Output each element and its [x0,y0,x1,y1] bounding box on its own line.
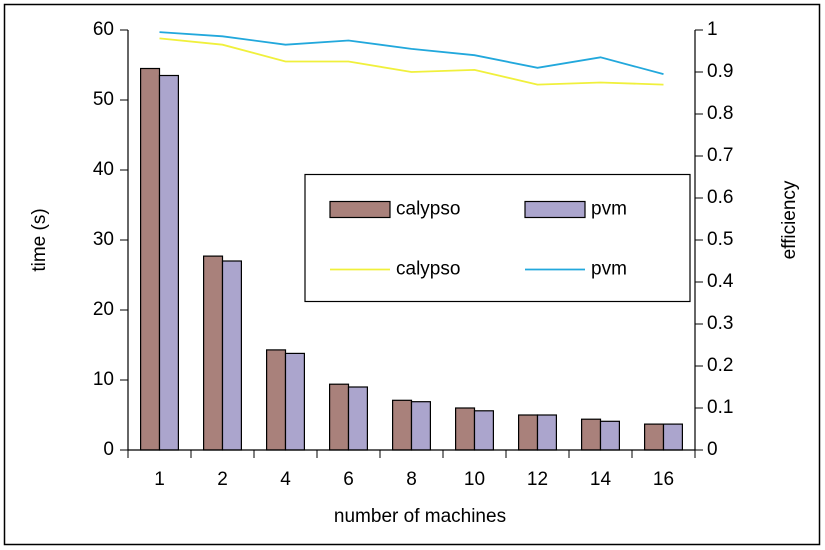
x-tick-label: 4 [280,469,291,490]
y2-tick-label: 0 [707,439,718,460]
x-tick-label: 8 [406,469,417,490]
bar [347,386,368,451]
bar [203,255,224,451]
y-tick-label: 20 [93,299,114,320]
y-tick-label: 40 [93,159,114,180]
legend-label: calypso [396,259,460,280]
y2-tick-label: 0.6 [707,187,733,208]
x-tick-label: 2 [217,469,228,490]
y2-tick-label: 0.4 [707,271,734,292]
bar [158,74,179,451]
x-tick-label: 10 [464,469,485,490]
y2-tick-label: 0.5 [707,229,733,250]
bar [473,410,494,451]
y-tick-label: 50 [93,89,114,110]
x-tick-label: 1 [154,469,165,490]
bar [266,349,287,451]
y2-tick-label: 0.7 [707,145,733,166]
line [159,31,664,75]
bar [329,383,350,451]
bar [221,260,242,451]
legend-label: calypso [396,199,460,220]
y2-tick-label: 0.8 [707,103,733,124]
y-tick-label: 30 [93,229,114,250]
x-tick-label: 14 [590,469,612,490]
y2-tick-label: 1 [707,19,718,40]
bar [392,399,413,451]
x-tick-label: 12 [527,469,548,490]
bar [140,67,161,451]
line [159,37,664,86]
bar [536,414,557,451]
x-axis-label: number of machines [334,506,506,527]
bar [643,423,665,451]
bar [284,352,305,451]
legend-label: pvm [591,259,627,280]
bar [517,414,539,451]
bar [662,423,683,451]
legend-swatch [329,200,391,219]
y2-axis-label: efficiency [779,180,800,259]
bar [580,418,602,451]
bar [455,407,476,451]
y-tick-label: 60 [93,19,114,40]
y2-tick-label: 0.3 [707,313,733,334]
legend-swatch [524,200,586,219]
y-tick-label: 0 [103,439,114,460]
y2-tick-label: 0.2 [707,355,733,376]
y-axis-label: time (s) [29,208,50,271]
legend [304,173,691,303]
legend-label: pvm [591,199,627,220]
x-tick-label: 16 [653,469,674,490]
y2-tick-label: 0.9 [707,61,733,82]
bar [599,420,620,451]
y2-tick-label: 0.1 [707,397,733,418]
x-tick-label: 6 [343,469,354,490]
bar [410,401,431,451]
y-tick-label: 10 [93,369,114,390]
